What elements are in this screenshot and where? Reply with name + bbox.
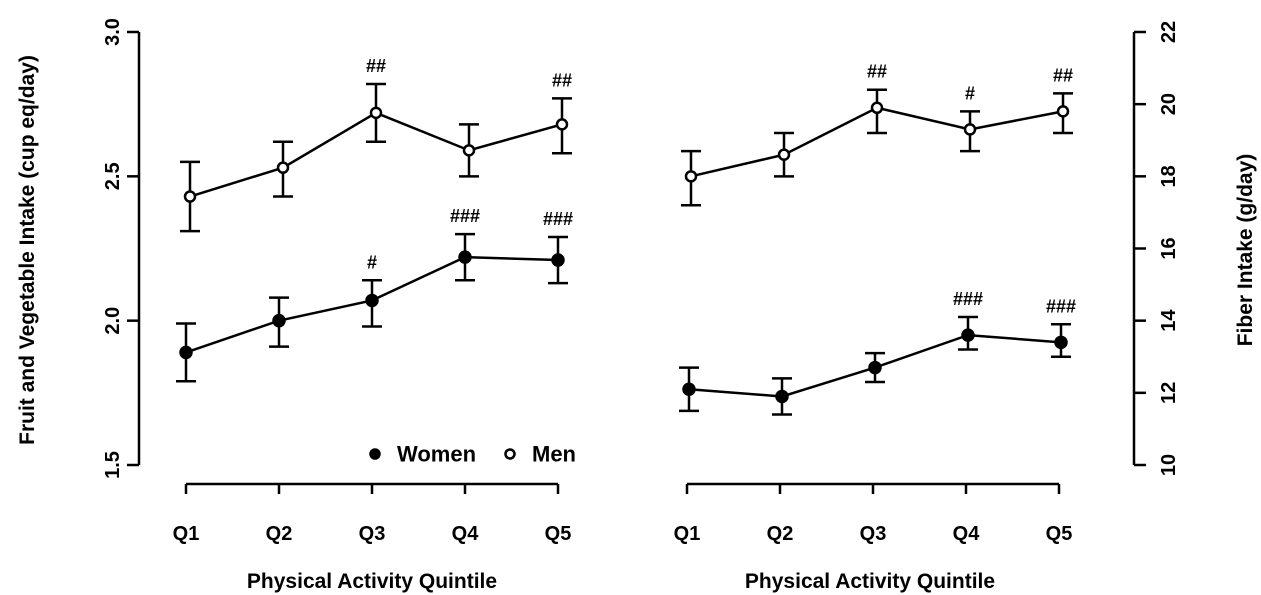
significance-label: ### xyxy=(450,206,480,226)
y-tick-label: 3.0 xyxy=(102,18,124,46)
legend: Women Men xyxy=(369,442,576,467)
data-point xyxy=(870,101,884,115)
x-tick-label: Q1 xyxy=(173,523,200,545)
x-tick-label: Q3 xyxy=(860,523,887,545)
significance-label: ## xyxy=(1053,65,1073,85)
legend-label: Women xyxy=(397,442,476,467)
data-point xyxy=(183,190,197,203)
data-point xyxy=(777,148,791,161)
significance-label: ### xyxy=(953,289,983,309)
legend-marker-open xyxy=(504,448,516,460)
data-point xyxy=(179,345,193,360)
right-panel: Fiber Intake (g/day) Physical Activity Q… xyxy=(674,21,1257,593)
significance-label: # xyxy=(965,83,975,103)
data-point xyxy=(868,360,882,375)
data-point xyxy=(458,250,472,264)
significance-label: ## xyxy=(552,70,572,90)
data-point xyxy=(365,293,379,308)
data-point xyxy=(462,144,476,157)
significance-label: ## xyxy=(366,56,386,76)
x-tick-label: Q5 xyxy=(1046,523,1073,545)
legend-label: Men xyxy=(532,442,576,467)
legend-marker-filled xyxy=(369,448,381,460)
y-tick-label: 20 xyxy=(1158,93,1180,115)
data-point xyxy=(1056,105,1070,118)
y-tick-label: 12 xyxy=(1158,382,1180,404)
data-point xyxy=(551,253,565,267)
significance-label: ### xyxy=(543,209,573,229)
y-tick-label: 16 xyxy=(1158,237,1180,259)
data-point xyxy=(961,328,975,342)
significance-label: ### xyxy=(1046,296,1076,316)
right-x-axis-title: Physical Activity Quintile xyxy=(745,570,995,593)
series-men: ## ## xyxy=(180,56,572,233)
y-tick-label: 2.5 xyxy=(102,162,124,190)
x-tick-label: Q5 xyxy=(545,523,572,545)
right-y-axis-title: Fiber Intake (g/day) xyxy=(1234,154,1257,347)
y-tick-label: 14 xyxy=(1158,309,1180,332)
x-tick-label: Q2 xyxy=(266,523,293,545)
y-tick-label: 18 xyxy=(1158,165,1180,187)
data-point xyxy=(963,123,977,136)
y-tick-label: 10 xyxy=(1158,454,1180,476)
y-tick-label: 2.0 xyxy=(102,307,124,335)
y-tick-label: 1.5 xyxy=(102,451,124,479)
significance-label: # xyxy=(367,252,377,272)
series-men: ##### xyxy=(681,62,1073,207)
data-point xyxy=(775,389,789,404)
y-tick-label: 22 xyxy=(1158,21,1180,43)
data-point xyxy=(555,118,569,131)
left-panel: Fruit and Vegetable Intake (cup eq/day) … xyxy=(16,18,576,593)
data-point xyxy=(1054,335,1068,350)
significance-label: ## xyxy=(867,62,887,82)
series-women: #### ### xyxy=(176,206,573,383)
x-tick-label: Q4 xyxy=(452,523,480,545)
x-tick-label: Q3 xyxy=(359,523,386,545)
data-point xyxy=(369,106,383,120)
series-women: ### ### xyxy=(679,289,1076,416)
data-point xyxy=(684,170,698,183)
x-tick-label: Q1 xyxy=(674,523,701,545)
left-y-axis-title: Fruit and Vegetable Intake (cup eq/day) xyxy=(16,55,39,445)
left-x-axis-title: Physical Activity Quintile xyxy=(247,570,497,593)
data-point xyxy=(272,313,286,328)
data-point xyxy=(682,382,696,396)
x-tick-label: Q4 xyxy=(953,523,981,545)
data-point xyxy=(276,161,290,174)
x-tick-label: Q2 xyxy=(767,523,794,545)
